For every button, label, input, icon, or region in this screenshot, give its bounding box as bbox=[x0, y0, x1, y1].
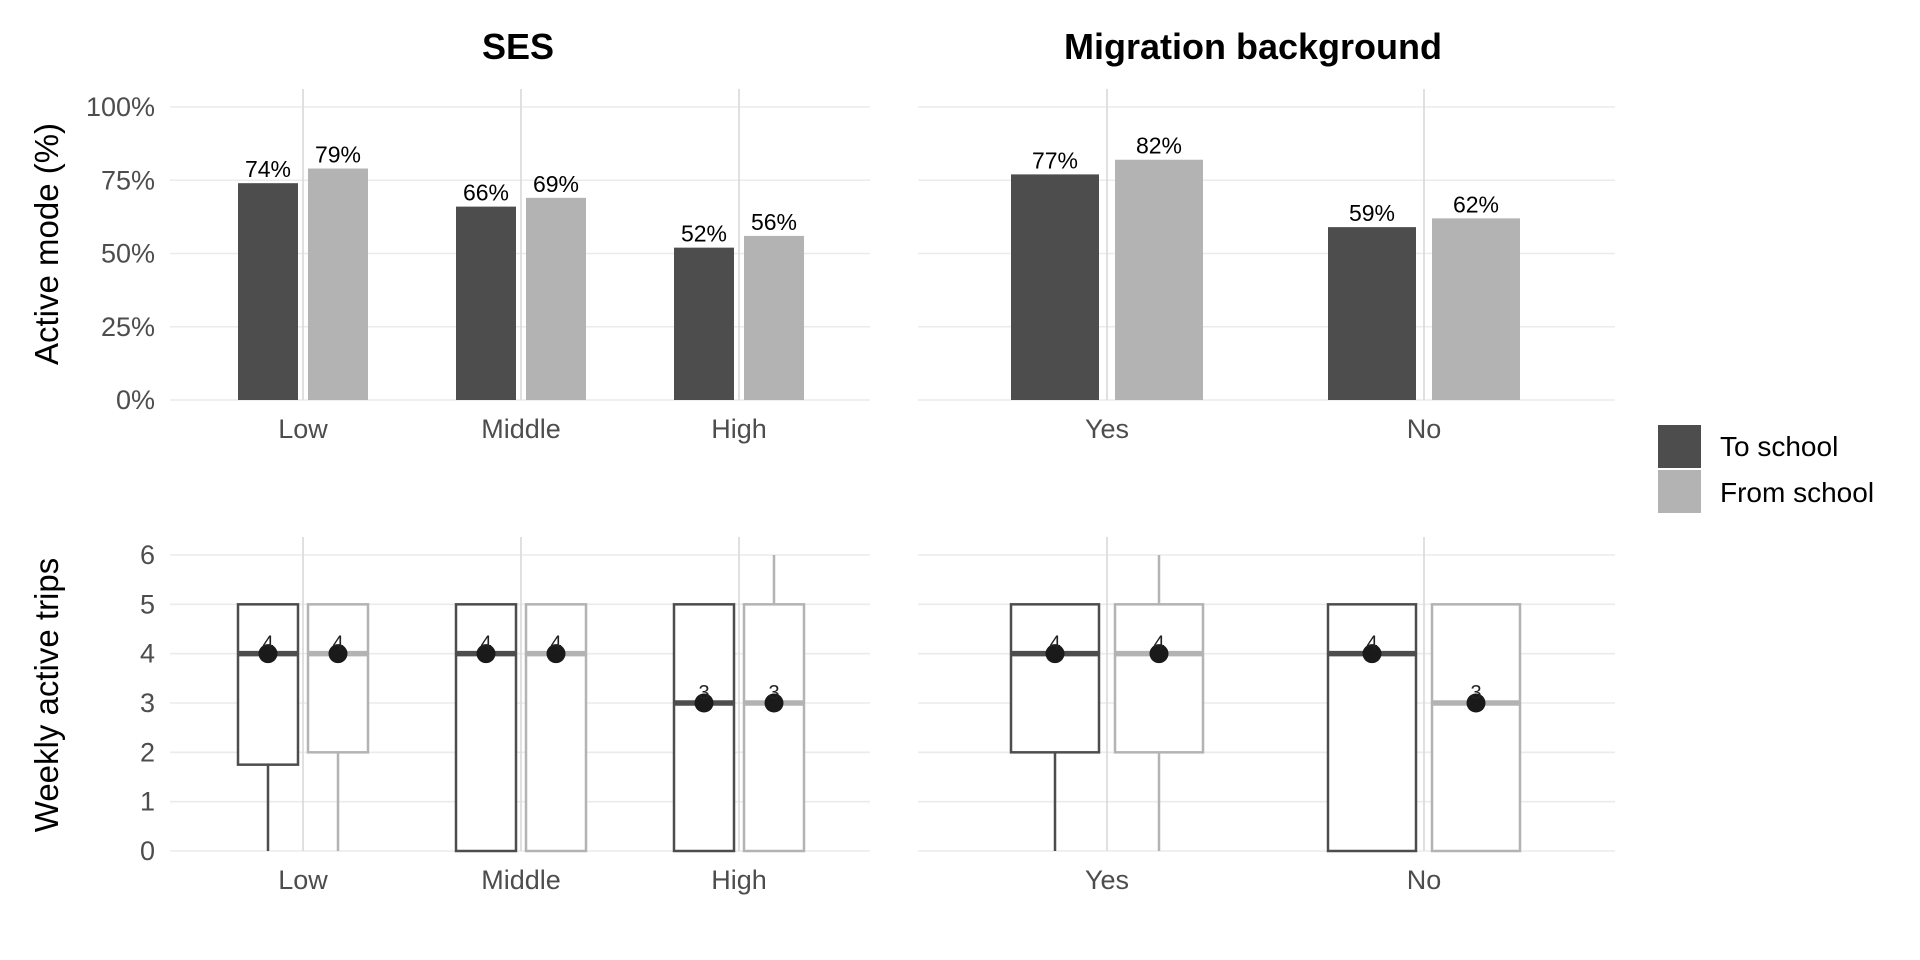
mig-bottom-from-school-box bbox=[1430, 603, 1522, 853]
mig-bottom-from-school-median-label: 3 bbox=[1470, 682, 1481, 704]
mig-top-bar-to-school bbox=[1011, 174, 1099, 400]
ses-top-bar-from-school bbox=[308, 168, 368, 400]
mig-bottom-to-school-mean-point bbox=[1362, 644, 1382, 664]
ses-bottom-y-tick-label: 6 bbox=[140, 540, 155, 570]
ses-bottom-from-school-median-label: 4 bbox=[332, 633, 343, 655]
legend-label-to-school: To school bbox=[1720, 431, 1838, 462]
legend-swatch-from-school bbox=[1658, 470, 1701, 513]
ses-bottom-from-school-median-label: 3 bbox=[768, 682, 779, 704]
ses-bottom-x-tick-label: High bbox=[711, 865, 767, 895]
mig-bottom-to-school-median-label: 4 bbox=[1049, 633, 1060, 655]
mig-bottom-x-tick-label: No bbox=[1407, 865, 1442, 895]
ses-top-bar-to-school bbox=[674, 247, 734, 400]
ses-bottom-y-tick-label: 1 bbox=[140, 787, 155, 817]
ses-bottom-to-school-box bbox=[236, 603, 300, 766]
ses-top-bar-label: 56% bbox=[751, 209, 797, 235]
ses-bottom-to-school-box bbox=[672, 603, 736, 853]
facet-title-ses: SES bbox=[482, 26, 554, 67]
y-axis-title-top: Active mode (%) bbox=[28, 123, 65, 365]
ses-bottom-from-school-mean-point bbox=[328, 644, 348, 664]
mig-top-bar-label: 62% bbox=[1453, 191, 1499, 217]
ses-bottom-y-tick-label: 5 bbox=[140, 589, 155, 619]
ses-top-x-tick-label: High bbox=[711, 414, 767, 444]
mig-bottom-from-school-median-label: 4 bbox=[1153, 633, 1164, 655]
ses-top-y-tick-label: 0% bbox=[116, 385, 155, 415]
mig-bottom-to-school-box bbox=[1009, 603, 1101, 754]
ses-bottom-to-school-mean-point bbox=[476, 644, 496, 664]
mig-bottom-to-school-mean-point bbox=[1045, 644, 1065, 664]
ses-top-bar-to-school bbox=[238, 183, 298, 400]
ses-top-bar-to-school bbox=[456, 206, 516, 400]
mig-bottom-from-school-mean-point bbox=[1466, 693, 1486, 713]
ses-bottom-y-tick-label: 3 bbox=[140, 688, 155, 718]
ses-bottom-y-tick-label: 2 bbox=[140, 737, 155, 767]
mig-bottom-x-tick-label: Yes bbox=[1085, 865, 1129, 895]
mig-top-bar-from-school bbox=[1432, 218, 1520, 400]
plot-layer: 0% 25% 50% 75% 100% Low Middle High 74% 66% 52% 79%… bbox=[86, 89, 1615, 895]
ses-top-bar-from-school bbox=[744, 235, 804, 400]
ses-bottom-from-school-box bbox=[742, 603, 806, 853]
ses-top-bar-label: 66% bbox=[463, 180, 509, 206]
ses-bottom-x-tick-label: Low bbox=[278, 865, 328, 895]
ses-top-y-tick-label: 50% bbox=[101, 239, 155, 269]
ses-top-bar-label: 52% bbox=[681, 221, 727, 247]
mig-top-x-tick-label: No bbox=[1407, 414, 1442, 444]
mig-top-bar-label: 82% bbox=[1136, 133, 1182, 159]
ses-top-y-tick-label: 75% bbox=[101, 165, 155, 195]
mig-bottom-from-school-box bbox=[1113, 603, 1205, 754]
ses-top-y-tick-label: 100% bbox=[86, 92, 155, 122]
y-axis-title-bottom: Weekly active trips bbox=[28, 558, 65, 832]
legend: To school From school bbox=[1658, 425, 1874, 513]
ses-bottom-to-school-median-label: 3 bbox=[698, 682, 709, 704]
ses-top-bar-from-school bbox=[526, 197, 586, 400]
ses-bottom-from-school-median-label: 4 bbox=[550, 633, 561, 655]
legend-label-from-school: From school bbox=[1720, 477, 1874, 508]
mig-bottom-from-school-mean-point bbox=[1149, 644, 1169, 664]
ses-bottom-x-tick-label: Middle bbox=[481, 865, 561, 895]
legend-swatch-to-school bbox=[1658, 425, 1701, 468]
ses-bottom-from-school-mean-point bbox=[546, 644, 566, 664]
mig-top-bar-label: 59% bbox=[1349, 200, 1395, 226]
ses-bottom-to-school-mean-point bbox=[258, 644, 278, 664]
facet-title-migration: Migration background bbox=[1064, 26, 1442, 67]
ses-top-bar-label: 69% bbox=[533, 171, 579, 197]
ses-top-bar-label: 79% bbox=[315, 142, 361, 168]
ses-top-x-tick-label: Middle bbox=[481, 414, 561, 444]
mig-top-bar-label: 77% bbox=[1032, 147, 1078, 173]
ses-bottom-to-school-median-label: 4 bbox=[262, 633, 273, 655]
mig-top-bar-from-school bbox=[1115, 159, 1203, 400]
mig-top-x-tick-label: Yes bbox=[1085, 414, 1129, 444]
ses-bottom-to-school-mean-point bbox=[694, 693, 714, 713]
mig-bottom-to-school-median-label: 4 bbox=[1366, 633, 1377, 655]
mig-top-bar-to-school bbox=[1328, 227, 1416, 400]
ses-bottom-y-tick-label: 4 bbox=[140, 639, 155, 669]
ses-bottom-from-school-box bbox=[306, 603, 370, 754]
ses-top-x-tick-label: Low bbox=[278, 414, 328, 444]
ses-top-y-tick-label: 25% bbox=[101, 312, 155, 342]
ses-bottom-y-tick-label: 0 bbox=[140, 836, 155, 866]
ses-top-bar-label: 74% bbox=[245, 156, 291, 182]
ses-bottom-from-school-mean-point bbox=[764, 693, 784, 713]
ses-bottom-to-school-median-label: 4 bbox=[480, 633, 491, 655]
